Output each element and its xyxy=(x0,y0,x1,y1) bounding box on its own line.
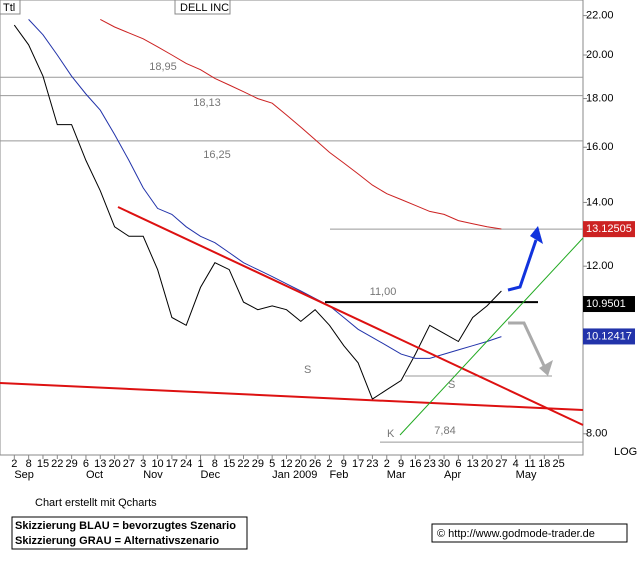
x-tick-label: 30 xyxy=(438,458,450,470)
x-tick-label: 1 xyxy=(197,458,203,470)
x-tick-label: 15 xyxy=(223,458,235,470)
level-label: 16,25 xyxy=(203,149,231,161)
x-tick-label: 15 xyxy=(37,458,49,470)
note-box xyxy=(11,516,248,550)
month-label: Jan 2009 xyxy=(272,469,317,481)
y-tick-label: 20.00 xyxy=(586,49,614,61)
month-label: Nov xyxy=(143,469,163,481)
level-label: 18,13 xyxy=(193,97,221,109)
y-tick-label: 12.00 xyxy=(586,260,614,272)
level-label: 11,00 xyxy=(370,286,397,298)
x-tick-label: 13 xyxy=(467,458,479,470)
x-tick-label: 8 xyxy=(212,458,218,470)
copyright-box xyxy=(431,523,628,543)
title-box xyxy=(174,0,231,15)
month-label: Feb xyxy=(329,469,348,481)
credit: Chart erstellt mit Qcharts xyxy=(35,497,157,509)
level-label: 7,84 xyxy=(434,425,455,437)
x-tick-label: 5 xyxy=(269,458,275,470)
x-tick-label: 17 xyxy=(352,458,364,470)
x-tick-label: 2 xyxy=(384,458,390,470)
last-value-box xyxy=(583,296,635,313)
x-tick-label: 29 xyxy=(252,458,264,470)
last-value-label: 13.12505 xyxy=(586,223,632,235)
x-tick-label: 6 xyxy=(455,458,461,470)
x-tick-label: 20 xyxy=(295,458,307,470)
x-tick-label: 9 xyxy=(341,458,347,470)
price-line xyxy=(100,18,502,230)
month-label: Mar xyxy=(387,469,406,481)
x-tick-label: 18 xyxy=(538,458,550,470)
x-tick-label: 20 xyxy=(108,458,120,470)
x-tick-label: 9 xyxy=(398,458,404,470)
month-label: Apr xyxy=(444,469,461,481)
price-line xyxy=(28,19,502,359)
scenario-arrow xyxy=(507,239,538,292)
x-tick-label: 16 xyxy=(409,458,421,470)
x-tick-label: 2 xyxy=(326,458,332,470)
month-label: Sep xyxy=(14,469,34,481)
y-tick-label: 22.00 xyxy=(586,10,614,22)
note: Skizzierung BLAU = bevorzugtes Szenario xyxy=(15,520,236,532)
x-tick-label: 23 xyxy=(424,458,436,470)
x-tick-label: 22 xyxy=(237,458,249,470)
arrow-head xyxy=(530,226,543,244)
x-tick-label: 29 xyxy=(65,458,77,470)
trendline xyxy=(399,237,584,436)
month-label: Oct xyxy=(86,469,103,481)
x-tick-label: 22 xyxy=(51,458,63,470)
trendline xyxy=(0,382,584,411)
chart-title: DELL INC xyxy=(180,2,229,14)
y-tick-label: 18.00 xyxy=(586,92,614,104)
x-tick-label: 3 xyxy=(140,458,146,470)
x-tick-label: 2 xyxy=(11,458,17,470)
x-tick-label: 11 xyxy=(524,458,535,470)
y-tick-label: 16.00 xyxy=(586,141,614,153)
x-tick-label: 23 xyxy=(366,458,378,470)
y-tick-label: 14.00 xyxy=(586,196,614,208)
last-value-label: 10.9501 xyxy=(586,298,626,310)
x-tick-label: 27 xyxy=(495,458,507,470)
symbol-box xyxy=(0,0,21,15)
note: Skizzierung GRAU = Alternativszenario xyxy=(15,535,219,547)
annotation: K xyxy=(387,428,395,440)
x-tick-label: 25 xyxy=(553,458,565,470)
y-tick-label: 8.00 xyxy=(586,428,607,440)
copyright: © http://www.godmode-trader.de xyxy=(437,528,595,540)
scenario-arrow xyxy=(508,321,548,371)
x-tick-label: 10 xyxy=(151,458,163,470)
x-tick-label: 12 xyxy=(280,458,292,470)
annotation: S xyxy=(448,379,455,391)
x-tick-label: 4 xyxy=(513,458,519,470)
scale-label: LOG xyxy=(614,446,637,458)
last-value-label: 10.12417 xyxy=(586,330,632,342)
month-label: Dec xyxy=(201,469,221,481)
level-label: 18,95 xyxy=(149,61,177,73)
x-tick-label: 8 xyxy=(26,458,32,470)
annotation: S xyxy=(304,364,311,376)
x-tick-label: 27 xyxy=(123,458,135,470)
x-tick-label: 20 xyxy=(481,458,493,470)
month-label: May xyxy=(516,469,537,481)
x-tick-label: 26 xyxy=(309,458,321,470)
trendline xyxy=(117,206,584,426)
x-tick-label: 13 xyxy=(94,458,106,470)
price-line xyxy=(13,24,502,400)
x-tick-label: 24 xyxy=(180,458,192,470)
x-tick-label: 17 xyxy=(166,458,178,470)
last-value-box xyxy=(583,221,635,238)
x-tick-label: 6 xyxy=(83,458,89,470)
arrow-head xyxy=(539,360,553,376)
symbol: Ttl xyxy=(3,2,15,14)
last-value-box xyxy=(583,328,635,345)
